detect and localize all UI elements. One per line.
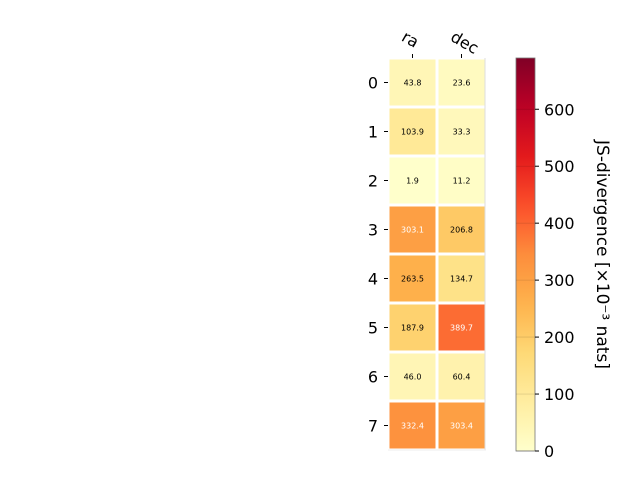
colorbar-tick-label: 100 bbox=[544, 385, 575, 404]
heatmap-cell bbox=[389, 59, 436, 106]
heatmap-cell bbox=[438, 402, 485, 449]
x-tick-label: ra bbox=[399, 27, 423, 52]
heatmap-cell bbox=[389, 255, 436, 302]
heatmap-cell bbox=[438, 304, 485, 351]
x-axis: ra dec bbox=[399, 27, 482, 58]
cell-value-label: 46.0 bbox=[404, 373, 422, 382]
heatmap-cell bbox=[389, 353, 436, 400]
x-tick-label: dec bbox=[448, 27, 482, 58]
cell-value-label: 134.7 bbox=[450, 275, 473, 284]
y-tick-label: 6 bbox=[368, 368, 378, 387]
y-tick-label: 4 bbox=[368, 270, 378, 289]
y-tick-label: 0 bbox=[368, 74, 378, 93]
heatmap-cell bbox=[389, 157, 436, 204]
cell-value-label: 187.9 bbox=[401, 324, 424, 333]
heatmap-cell bbox=[389, 402, 436, 449]
cell-value-label: 60.4 bbox=[453, 373, 471, 382]
heatmap-cell bbox=[438, 157, 485, 204]
colorbar-gradient bbox=[515, 57, 536, 452]
cell-value-label: 303.4 bbox=[450, 422, 473, 431]
colorbar-tick-label: 500 bbox=[544, 157, 575, 176]
heatmap-cell bbox=[389, 108, 436, 155]
heatmap-cells: 43.8 23.6 103.9 33.3 1.9 11.2 303.1 206.8 263.5 1… bbox=[388, 58, 486, 451]
cell-value-label: 23.6 bbox=[453, 79, 471, 88]
colorbar-tick-label: 300 bbox=[544, 271, 575, 290]
y-axis: 0 1 2 3 4 5 6 7 bbox=[368, 74, 388, 436]
cell-value-label: 303.1 bbox=[401, 226, 424, 235]
cell-value-label: 389.7 bbox=[450, 324, 473, 333]
y-tick-label: 3 bbox=[368, 221, 378, 240]
cell-value-label: 103.9 bbox=[401, 128, 424, 137]
heatmap-cell bbox=[438, 108, 485, 155]
y-tick-label: 7 bbox=[368, 417, 378, 436]
cell-value-label: 1.9 bbox=[406, 177, 419, 186]
cell-value-label: 206.8 bbox=[450, 226, 473, 235]
y-tick-label: 1 bbox=[368, 123, 378, 142]
cell-value-label: 33.3 bbox=[453, 128, 471, 137]
colorbar-tick-label: 0 bbox=[544, 442, 554, 461]
heatmap-cell bbox=[389, 206, 436, 253]
colorbar-tick-label: 400 bbox=[544, 214, 575, 233]
heatmap-cell bbox=[438, 353, 485, 400]
y-tick-label: 2 bbox=[368, 172, 378, 191]
colorbar: 0 100 200 300 400 500 600 bbox=[515, 57, 575, 461]
cell-value-label: 332.4 bbox=[401, 422, 424, 431]
y-tick-label: 5 bbox=[368, 319, 378, 338]
cell-value-label: 11.2 bbox=[453, 177, 471, 186]
heatmap-cell bbox=[438, 59, 485, 106]
colorbar-tick-label: 200 bbox=[544, 328, 575, 347]
heatmap-cell bbox=[389, 304, 436, 351]
heatmap-cell bbox=[438, 206, 485, 253]
cell-value-label: 43.8 bbox=[404, 79, 422, 88]
heatmap-cell bbox=[438, 255, 485, 302]
cell-value-label: 263.5 bbox=[401, 275, 424, 284]
colorbar-tick-label: 600 bbox=[544, 100, 575, 119]
colorbar-label: JS-divergence [×10⁻³ nats] bbox=[592, 139, 612, 369]
